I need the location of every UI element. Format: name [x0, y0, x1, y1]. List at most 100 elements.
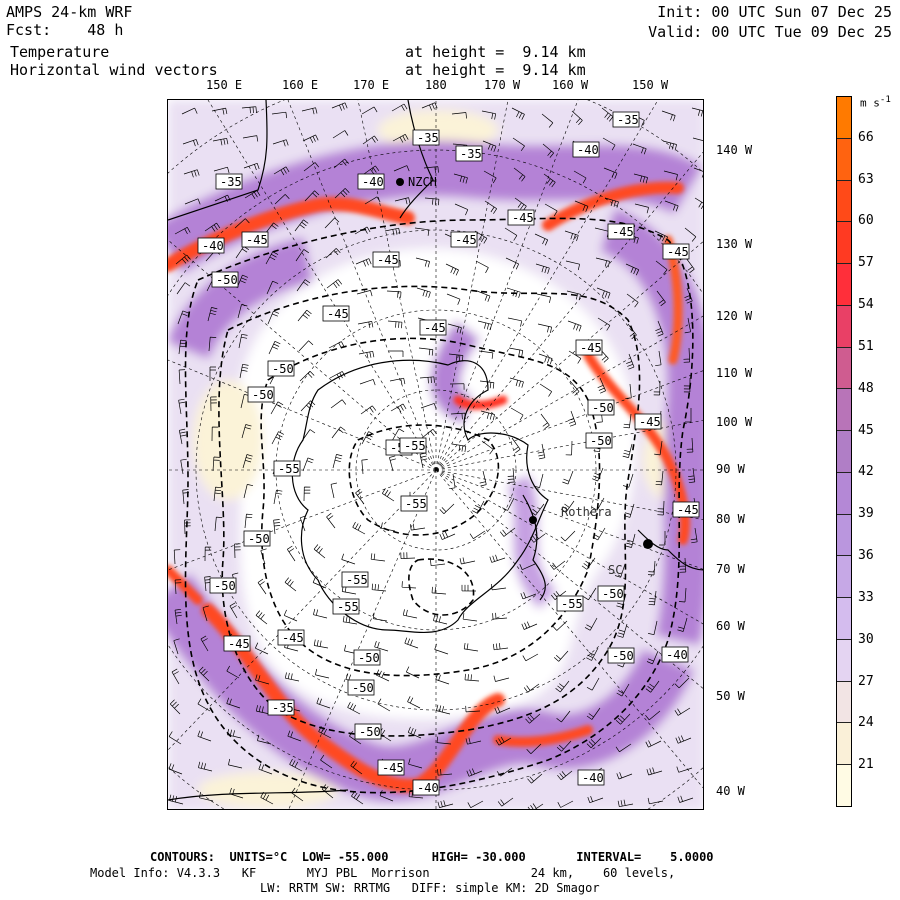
- wind-barb: [318, 726, 332, 739]
- wind-barb: [274, 194, 290, 205]
- wind-barb: [479, 470, 487, 487]
- svg-text:-45: -45: [639, 415, 661, 429]
- wind-barb: [555, 680, 570, 693]
- wind-barb: [465, 737, 482, 745]
- wind-barb: [302, 134, 319, 144]
- wind-barb: [423, 166, 439, 173]
- wind-barb: [347, 701, 361, 715]
- wind-barbs: [168, 102, 703, 809]
- wind-barb: [478, 350, 494, 359]
- wind-barb: [497, 797, 514, 807]
- wind-barb: [645, 680, 660, 693]
- lon-label: 160 W: [552, 78, 589, 92]
- wind-barb: [557, 800, 574, 808]
- lon-label: 70 W: [716, 562, 745, 576]
- wind-barb: [315, 668, 330, 679]
- wind-barb: [303, 162, 320, 172]
- fcst-label: Fcst:: [6, 21, 52, 39]
- wind-barb: [647, 797, 664, 805]
- wind-barb: [437, 800, 454, 808]
- svg-text:-45: -45: [580, 341, 602, 355]
- wind-barb: [684, 287, 693, 304]
- wind-barb: [603, 167, 618, 179]
- wind-barb: [574, 200, 589, 212]
- colorbar-tick-label: 54: [858, 297, 874, 313]
- wind-barb: [198, 761, 213, 772]
- wind-barb: [331, 426, 346, 439]
- wind-barb: [389, 350, 404, 357]
- wind-barb: [583, 587, 597, 601]
- wind-barb: [183, 169, 200, 178]
- wind-barb: [210, 396, 217, 412]
- wind-barb: [197, 698, 211, 712]
- svg-text:-45: -45: [612, 225, 634, 239]
- svg-text:-45: -45: [228, 637, 250, 651]
- wind-barb: [332, 454, 343, 469]
- wind-barb: [691, 107, 703, 117]
- wind-barb: [299, 370, 315, 382]
- wind-barb: [474, 230, 488, 244]
- colorbar-tick-label: 39: [858, 506, 874, 522]
- wind-barb: [355, 488, 365, 505]
- wind-barb: [236, 274, 249, 289]
- svg-text:-40: -40: [417, 781, 439, 795]
- contour-label: -40: [197, 237, 225, 254]
- wind-barb: [168, 763, 183, 775]
- wind-barb: [257, 578, 267, 595]
- contour-label: -45: [507, 209, 535, 226]
- wind-barb: [462, 613, 478, 622]
- wind-barb: [268, 340, 281, 355]
- colorbar-bin: [837, 180, 851, 223]
- wind-barb: [684, 317, 691, 334]
- wind-barb: [533, 473, 544, 488]
- wind-barb: [674, 707, 691, 716]
- wind-barb: [391, 103, 408, 112]
- svg-text:-50: -50: [612, 649, 634, 663]
- wind-barb: [325, 248, 341, 259]
- wind-barb: [271, 111, 288, 119]
- wind-barb: [168, 731, 182, 745]
- wind-barb: [586, 737, 602, 749]
- map-panel: NZCH Rothera SC -35 -35 -35 -35 -40 -40 …: [167, 99, 704, 810]
- colorbar-tick-label: 48: [858, 380, 874, 396]
- station-nzch-label: NZCH: [408, 175, 437, 189]
- colorbar-units: m s-1: [860, 94, 891, 110]
- wind-barb: [178, 398, 186, 415]
- contour-label: -55: [273, 460, 301, 477]
- wind-barb: [436, 736, 452, 745]
- svg-text:-55: -55: [561, 597, 583, 611]
- wind-barb: [234, 218, 250, 229]
- wind-barb: [504, 227, 518, 241]
- wind-barb: [430, 559, 446, 567]
- wind-barb: [371, 583, 387, 592]
- colorbar-tick-label: 24: [858, 715, 874, 731]
- wind-barb: [451, 443, 467, 453]
- wind-barb: [238, 333, 248, 349]
- wind-barb: [287, 545, 296, 562]
- wind-barb: [257, 734, 272, 745]
- wind-barb: [266, 280, 279, 295]
- wind-barb: [693, 167, 703, 178]
- wind-barb: [510, 407, 524, 421]
- wind-barb: [465, 705, 481, 713]
- wind-barb: [258, 763, 273, 775]
- wind-barb: [591, 497, 605, 511]
- wind-barb: [436, 704, 451, 715]
- wind-barb: [565, 260, 580, 271]
- wind-barb: [542, 143, 554, 158]
- contour-label: -50: [267, 360, 295, 377]
- wind-barb: [182, 489, 189, 505]
- wind-barb: [492, 643, 509, 651]
- forecast-hour: Fcst: 48 h: [6, 22, 123, 39]
- height-line-2: at height = 9.14 km: [405, 61, 586, 79]
- wind-barb: [176, 282, 191, 295]
- wind-barb: [351, 791, 364, 805]
- wind-barb: [540, 413, 550, 430]
- wind-barb: [424, 197, 440, 206]
- wind-barb: [677, 795, 694, 803]
- field-temperature: Temperature: [10, 43, 110, 61]
- wind-barb: [226, 665, 240, 679]
- wind-barb: [433, 614, 448, 625]
- wind-barb: [623, 503, 635, 518]
- wind-barb: [273, 489, 283, 505]
